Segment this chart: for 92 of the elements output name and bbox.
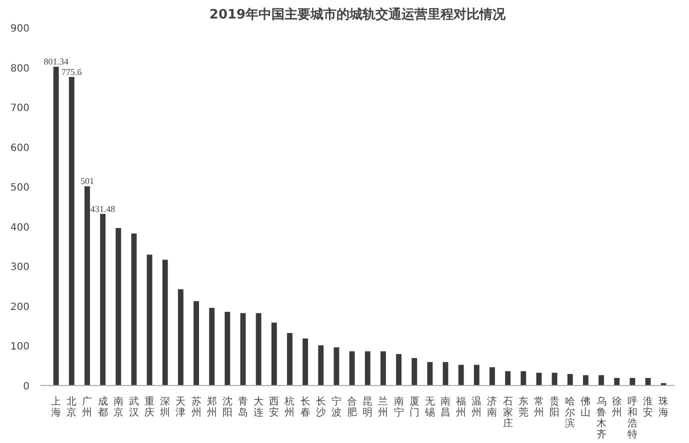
x-tick-label: 哈尔滨 <box>565 396 576 430</box>
bar <box>84 186 90 386</box>
x-tick-label: 大连 <box>254 396 264 418</box>
x-tick-label: 杭州 <box>284 396 295 418</box>
y-tick-label: 700 <box>10 103 30 114</box>
bar <box>582 375 588 386</box>
x-tick-label: 厦门 <box>409 396 420 418</box>
x-tick-label: 苏州 <box>191 396 202 418</box>
bar <box>380 351 386 386</box>
x-tick-label: 珠海 <box>658 396 669 418</box>
x-tick-label: 南宁 <box>394 396 404 418</box>
x-tick-label: 深圳 <box>159 396 170 418</box>
x-tick-label: 福州 <box>456 396 466 418</box>
x-tick-label: 乌鲁木齐 <box>596 396 606 440</box>
data-label: 431.48 <box>90 204 116 214</box>
x-tick-label: 重庆 <box>144 396 155 418</box>
x-tick-label: 西安 <box>269 396 280 418</box>
bar <box>396 354 402 386</box>
bar <box>287 332 292 386</box>
x-tick-label: 广州 <box>82 396 92 418</box>
bar <box>520 371 526 386</box>
y-tick-label: 400 <box>10 222 30 234</box>
bar <box>567 374 573 386</box>
bar <box>552 372 558 386</box>
bar <box>146 254 152 386</box>
x-tick-label: 佛山 <box>580 396 591 418</box>
x-tick-label: 无锡 <box>424 396 435 418</box>
bar <box>334 347 340 386</box>
y-tick-label: 200 <box>10 302 30 313</box>
x-tick-label: 武汉 <box>128 396 139 418</box>
x-tick-label: 徐州 <box>612 396 622 418</box>
x-tick-label: 石家庄 <box>502 396 513 430</box>
x-tick-label: 温州 <box>472 396 482 418</box>
bar <box>100 214 106 386</box>
chart-title: 2019年中国主要城市的城轨交通运营里程对比情况 <box>209 6 507 22</box>
x-tick-label: 贵阳 <box>550 396 560 418</box>
x-tick-label: 宁波 <box>331 396 342 418</box>
bar <box>349 351 355 386</box>
bar <box>427 362 433 386</box>
bar <box>614 378 620 386</box>
x-tick-label: 东莞 <box>518 396 528 418</box>
x-tick-label: 上海 <box>51 396 62 418</box>
data-label: 775.6 <box>62 66 82 77</box>
x-tick-label: 天津 <box>176 396 186 418</box>
bar <box>271 322 277 386</box>
bar <box>209 308 215 386</box>
bar <box>598 375 604 386</box>
x-tick-label: 兰州 <box>378 396 388 418</box>
bar <box>194 301 199 386</box>
x-tick-label: 淮安 <box>643 396 654 418</box>
bar <box>442 362 448 386</box>
x-tick-label: 北京 <box>66 396 77 418</box>
bar <box>505 371 511 386</box>
x-tick-label: 合肥 <box>347 396 358 418</box>
y-tick-label: 300 <box>10 262 30 274</box>
bar <box>224 312 230 386</box>
bar <box>318 345 324 386</box>
bar <box>302 338 308 386</box>
bar <box>131 234 137 386</box>
bar <box>490 367 495 386</box>
x-tick-label: 常州 <box>534 396 544 418</box>
bar <box>474 364 480 386</box>
bar <box>178 289 184 386</box>
bar <box>364 351 370 386</box>
data-label: 801.34 <box>44 56 69 67</box>
bar <box>162 260 168 386</box>
y-tick-label: 0 <box>23 382 30 392</box>
y-tick-label: 900 <box>10 24 30 34</box>
x-tick-label: 青岛 <box>238 396 248 418</box>
x-tick-label: 昆明 <box>362 396 373 418</box>
x-tick-label: 南京 <box>113 396 124 418</box>
y-tick-label: 600 <box>10 142 30 154</box>
bar <box>458 364 464 386</box>
x-tick-label: 沈阳 <box>222 396 232 418</box>
data-label: 501 <box>80 176 94 186</box>
y-tick-label: 800 <box>10 63 30 74</box>
y-tick-label: 100 <box>10 342 30 353</box>
bar <box>630 378 636 386</box>
x-tick-label: 成都 <box>98 396 108 418</box>
x-tick-label: 长沙 <box>316 396 326 418</box>
bar <box>68 76 74 386</box>
bar <box>256 313 262 386</box>
bar <box>412 358 418 386</box>
x-tick-label: 济南 <box>487 396 498 418</box>
x-tick-label: 郑州 <box>206 396 217 418</box>
bar <box>116 228 122 386</box>
x-tick-label: 南昌 <box>440 396 451 418</box>
x-tick-label: 长春 <box>300 396 310 418</box>
bar <box>240 313 246 386</box>
y-tick-label: 500 <box>10 182 30 194</box>
x-tick-label: 呼和浩特 <box>627 396 638 440</box>
bar <box>53 66 59 386</box>
